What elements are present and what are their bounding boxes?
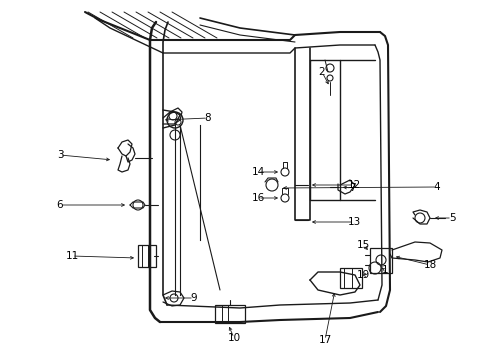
Bar	[339, 268, 361, 288]
Text: 17: 17	[318, 335, 331, 345]
Text: 4: 4	[433, 182, 439, 192]
Text: 19: 19	[356, 270, 369, 280]
Text: 3: 3	[57, 150, 63, 160]
Bar	[215, 305, 244, 323]
Text: 5: 5	[448, 213, 454, 223]
Text: 8: 8	[204, 113, 211, 123]
Text: 13: 13	[346, 217, 360, 227]
Text: 15: 15	[356, 240, 369, 250]
Text: 11: 11	[65, 251, 79, 261]
Text: 12: 12	[346, 180, 360, 190]
Bar	[138, 245, 156, 267]
Text: 10: 10	[227, 333, 240, 343]
Bar	[369, 248, 391, 273]
Text: 7: 7	[348, 183, 355, 193]
Text: 9: 9	[190, 293, 197, 303]
Text: 6: 6	[57, 200, 63, 210]
Text: 16: 16	[251, 193, 264, 203]
Text: 1: 1	[381, 265, 387, 275]
Text: 2: 2	[318, 67, 325, 77]
Text: 18: 18	[423, 260, 436, 270]
Text: 14: 14	[251, 167, 264, 177]
